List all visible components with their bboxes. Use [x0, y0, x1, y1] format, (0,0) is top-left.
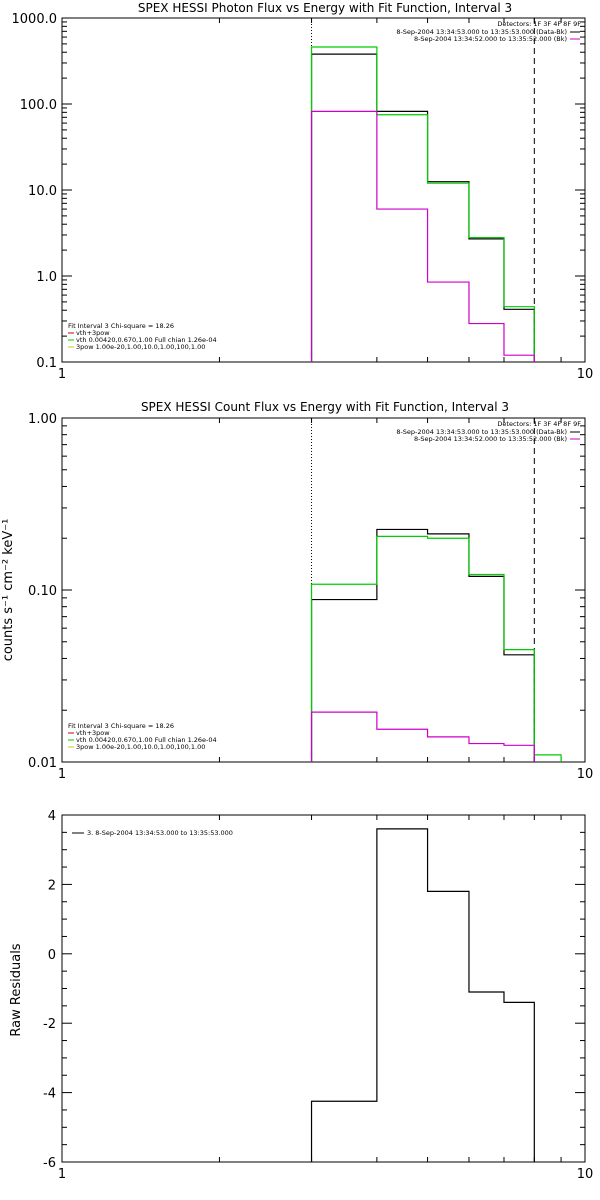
y-tick-label: 2 — [48, 878, 56, 893]
y-tick-label: 1.00 — [28, 412, 57, 427]
plot-frame — [61, 17, 586, 363]
y-tick-label: 0 — [48, 948, 56, 963]
count-flux-panel: SPEX HESSI Count Flux vs Energy with Fit… — [1, 400, 593, 782]
fit-legend-entry: 3pow 1.00e-20,1.00,10.0,1.00,100,1.00 — [76, 343, 205, 351]
x-tick-label: 10 — [577, 1167, 594, 1182]
plot-frame — [61, 814, 586, 1163]
series-1-step-line — [310, 535, 562, 762]
x-tick-label: 1 — [58, 367, 66, 382]
y-tick-label: 0.10 — [28, 584, 57, 599]
photon-flux-panel: SPEX HESSI Photon Flux vs Energy with Fi… — [12, 1, 594, 382]
fit-legend-entry: vth 0.00420,0.670,1.00 Full chian 1.26e-… — [76, 736, 217, 744]
series-2-step-line — [310, 110, 535, 362]
fit-legend-entry: vth+3pow — [76, 329, 110, 337]
y-tick-label: 1000.0 — [12, 12, 58, 27]
detectors-label: Detectors: 1F 3F 4F 8F 9F — [497, 420, 581, 428]
count-flux-plot: 1 10 0.01 0.10 1.00 Detectors: 1F 3F 4F 8F 9F… — [28, 412, 593, 782]
fit-legend-entry: vth 0.00420,0.670,1.00 Full chian 1.26e-… — [76, 336, 217, 344]
y-tick-label: 4 — [48, 809, 56, 824]
residuals-ylabel: Raw Residuals — [9, 943, 24, 1036]
x-tick-label: 10 — [577, 767, 594, 782]
x-tick-label: 1 — [58, 767, 66, 782]
y-tick-label: 0.1 — [36, 356, 57, 371]
count-flux-title: SPEX HESSI Count Flux vs Energy with Fit… — [141, 400, 509, 414]
residuals-panel: Raw Residuals 1 10 -6 -4 -2 0 2 4 3. 8-Sep-2004 … — [9, 809, 593, 1182]
y-tick-label: 1.0 — [36, 270, 57, 285]
series-0-step-line — [310, 528, 535, 762]
x-tick-label: 1 — [58, 1167, 66, 1182]
count-flux-ylabel: counts s⁻¹ cm⁻² keV⁻¹ — [1, 519, 16, 662]
legend-entry: 3. 8-Sep-2004 13:34:53.000 to 13:35:53.0… — [87, 829, 233, 837]
y-tick-label: -4 — [43, 1087, 56, 1102]
series-1-step-line — [310, 46, 535, 362]
residuals-plot: 1 10 -6 -4 -2 0 2 4 3. 8-Sep-2004 13:34:53.000 t… — [43, 809, 593, 1182]
y-tick-label: 0.01 — [28, 756, 57, 771]
fit-legend-entry: vth+3pow — [76, 729, 110, 737]
fit-legend-header: Fit Interval 3 Chi-square = 18.26 — [68, 722, 174, 730]
y-tick-label: -6 — [43, 1156, 56, 1171]
y-tick-label: 10.0 — [28, 184, 57, 199]
y-tick-label: 100.0 — [20, 98, 57, 113]
series-2-step-line — [310, 711, 535, 762]
fit-legend-header: Fit Interval 3 Chi-square = 18.26 — [68, 322, 174, 330]
series-0-step-line — [310, 53, 535, 362]
legend-entry: 8-Sep-2004 13:34:52.000 to 13:35:52.000 … — [414, 35, 567, 43]
plot-frame — [61, 417, 586, 763]
photon-flux-title: SPEX HESSI Photon Flux vs Energy with Fi… — [138, 1, 512, 15]
fit-legend-entry: 3pow 1.00e-20,1.00,10.0,1.00,100,1.00 — [76, 743, 205, 751]
legend-entry: 8-Sep-2004 13:34:52.000 to 13:35:52.000 … — [414, 435, 567, 443]
x-tick-label: 10 — [577, 367, 594, 382]
photon-flux-plot: 1 10 0.1 1.0 10.0 100.0 1000.0 Detectors: 1F 3F… — [12, 12, 594, 382]
y-tick-label: -2 — [43, 1017, 56, 1032]
detectors-label: Detectors: 1F 3F 4F 8F 9F — [497, 20, 581, 28]
legend-entry: 8-Sep-2004 13:34:53.000 to 13:35:53.000 … — [396, 428, 567, 436]
series-0-step-line — [310, 828, 535, 1162]
legend-entry: 8-Sep-2004 13:34:53.000 to 13:35:53.000 … — [396, 28, 567, 36]
